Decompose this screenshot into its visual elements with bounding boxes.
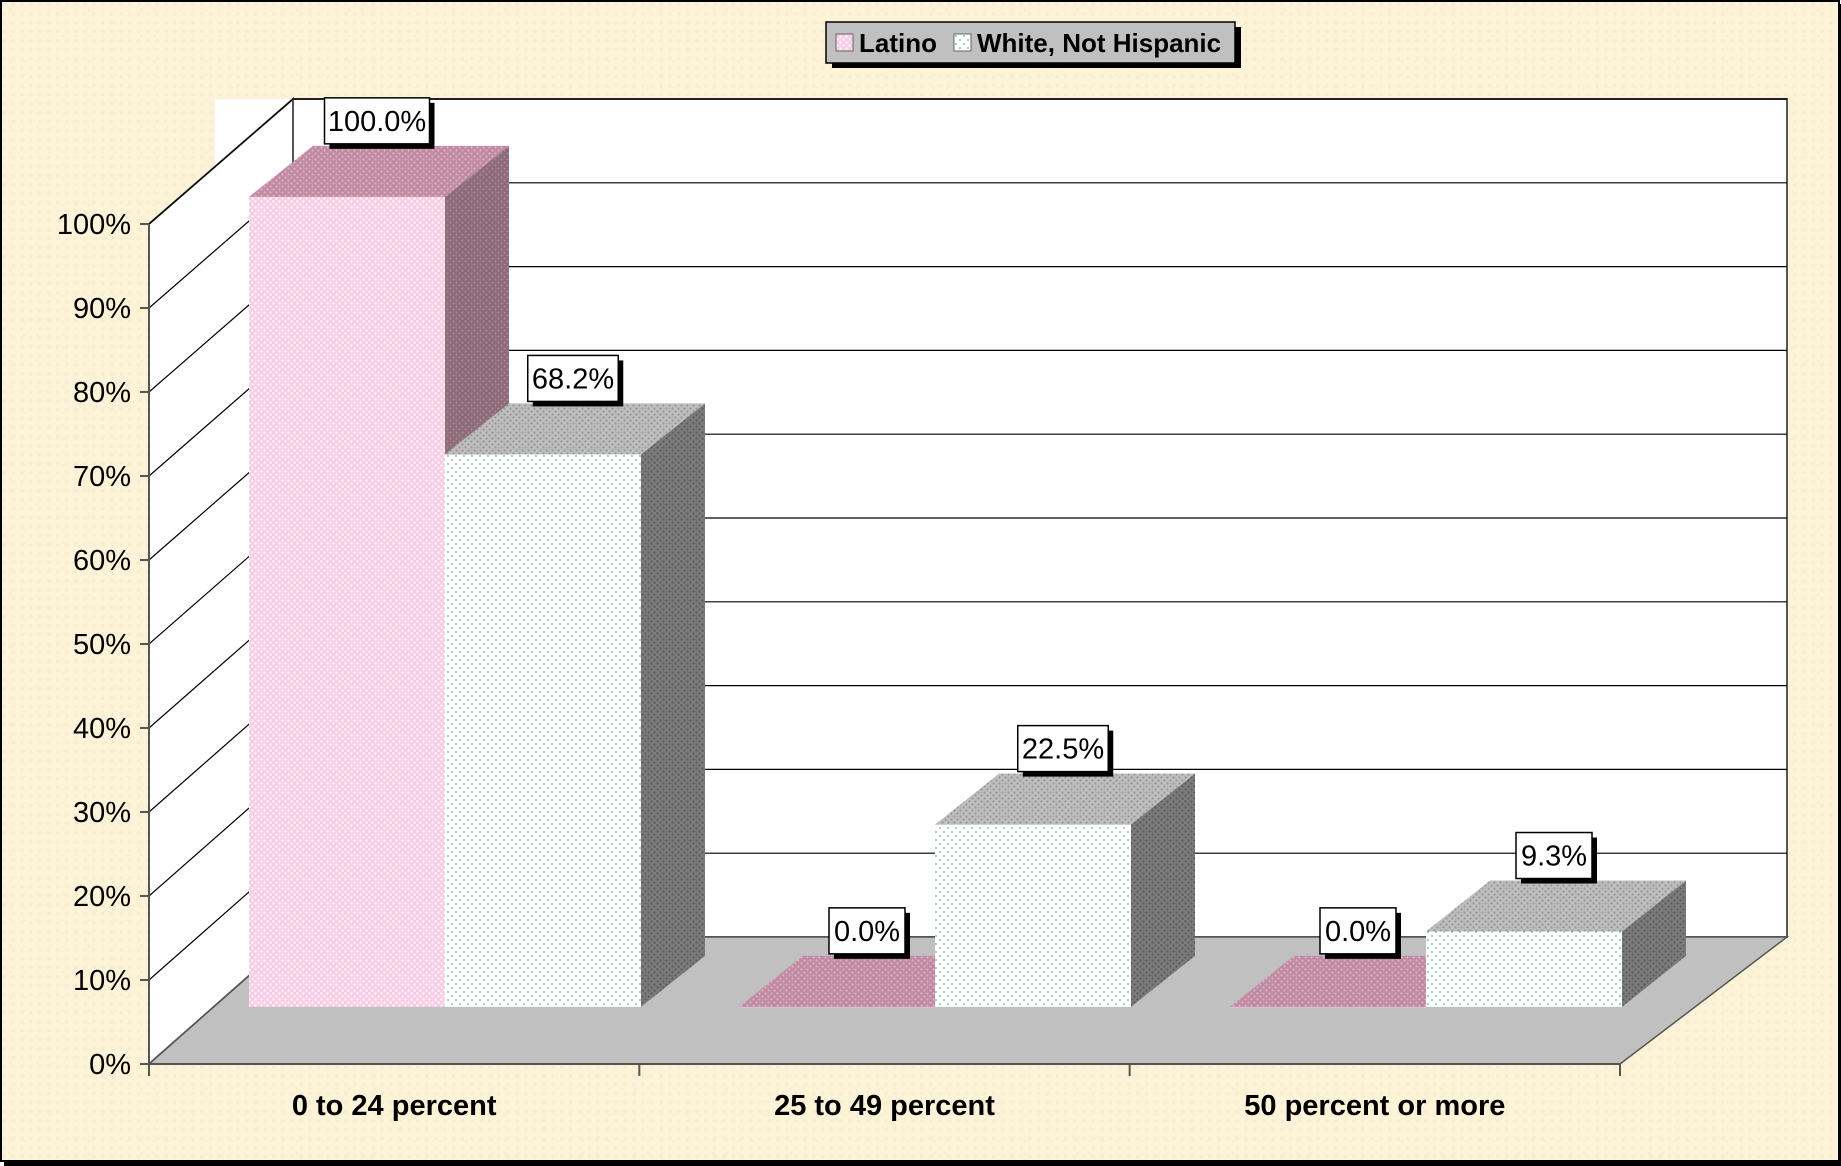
bar-front bbox=[1230, 1006, 1426, 1008]
bar-front bbox=[935, 824, 1131, 1007]
data-label-text: 9.3% bbox=[1521, 841, 1587, 873]
bar-front bbox=[249, 196, 445, 1007]
bar-top bbox=[249, 145, 509, 197]
y-tick-label: 80% bbox=[73, 377, 131, 409]
data-label-text: 100.0% bbox=[328, 106, 426, 138]
bar-side bbox=[641, 403, 705, 1007]
bar-front bbox=[445, 454, 641, 1007]
data-label-text: 22.5% bbox=[1022, 734, 1104, 766]
bar-side bbox=[1622, 880, 1686, 1007]
bar-latino bbox=[739, 955, 999, 1008]
data-label: 0.0% bbox=[828, 907, 910, 959]
y-axis-ticks: 0% 10% 20% 30% 40% 50% 60% 70% 80% 90% 100% bbox=[57, 209, 149, 1081]
bar-front bbox=[1426, 931, 1622, 1007]
data-label-box bbox=[1319, 907, 1397, 955]
y-tick-label: 70% bbox=[73, 461, 131, 493]
legend-label-latino: Latino bbox=[859, 28, 937, 58]
legend: Latino White, Not Hispanic bbox=[825, 21, 1241, 68]
data-label: 0.0% bbox=[1319, 907, 1401, 959]
data-labels: 100.0% 68.2% 0.0% 22.5% 0.0% 9.3% bbox=[323, 97, 1597, 959]
bar-top bbox=[935, 773, 1195, 825]
bar-front bbox=[739, 1006, 935, 1008]
data-label: 9.3% bbox=[1515, 831, 1597, 884]
y-tick-label: 20% bbox=[73, 881, 131, 913]
bar-top bbox=[1426, 880, 1686, 932]
data-label-text: 68.2% bbox=[532, 363, 614, 395]
bar-side bbox=[1131, 773, 1195, 1007]
bar-white-not-hispanic bbox=[1426, 880, 1686, 1007]
y-tick-label: 10% bbox=[73, 965, 131, 997]
bar-latino bbox=[1230, 955, 1490, 1008]
legend-label-white-not-hispanic: White, Not Hispanic bbox=[977, 28, 1221, 58]
data-label: 22.5% bbox=[1017, 724, 1114, 777]
bar-white-not-hispanic bbox=[445, 403, 705, 1007]
bar-white-not-hispanic bbox=[935, 773, 1195, 1007]
data-label: 100.0% bbox=[323, 97, 435, 149]
bar-top bbox=[445, 403, 705, 455]
data-label-box bbox=[1017, 724, 1109, 773]
y-tick-label: 0% bbox=[89, 1049, 131, 1081]
y-tick-label: 60% bbox=[73, 545, 131, 577]
legend-swatch-latino bbox=[835, 33, 854, 52]
data-label-box bbox=[527, 354, 619, 403]
x-tick-label: 25 to 49 percent bbox=[774, 1090, 995, 1122]
y-tick-label: 40% bbox=[73, 713, 131, 745]
x-axis-ticks: 0 to 24 percent 25 to 49 percent 50 percen… bbox=[148, 1064, 1621, 1122]
data-label-box bbox=[1515, 831, 1593, 880]
bars bbox=[249, 145, 1686, 1008]
data-label: 68.2% bbox=[527, 354, 624, 407]
y-tick-label: 30% bbox=[73, 797, 131, 829]
y-tick-label: 50% bbox=[73, 629, 131, 661]
data-label-box bbox=[323, 97, 431, 145]
x-tick-label: 50 percent or more bbox=[1244, 1090, 1505, 1122]
bar-top bbox=[739, 955, 999, 1007]
x-tick-label: 0 to 24 percent bbox=[292, 1090, 497, 1122]
y-tick-label: 100% bbox=[57, 209, 131, 241]
data-label-box bbox=[828, 907, 906, 955]
gridline-side bbox=[148, 98, 294, 225]
data-label-text: 0.0% bbox=[1325, 916, 1391, 948]
y-tick-label: 90% bbox=[73, 293, 131, 325]
bar-top bbox=[1230, 955, 1490, 1007]
legend-swatch-white bbox=[953, 33, 972, 52]
data-label-text: 0.0% bbox=[834, 916, 900, 948]
